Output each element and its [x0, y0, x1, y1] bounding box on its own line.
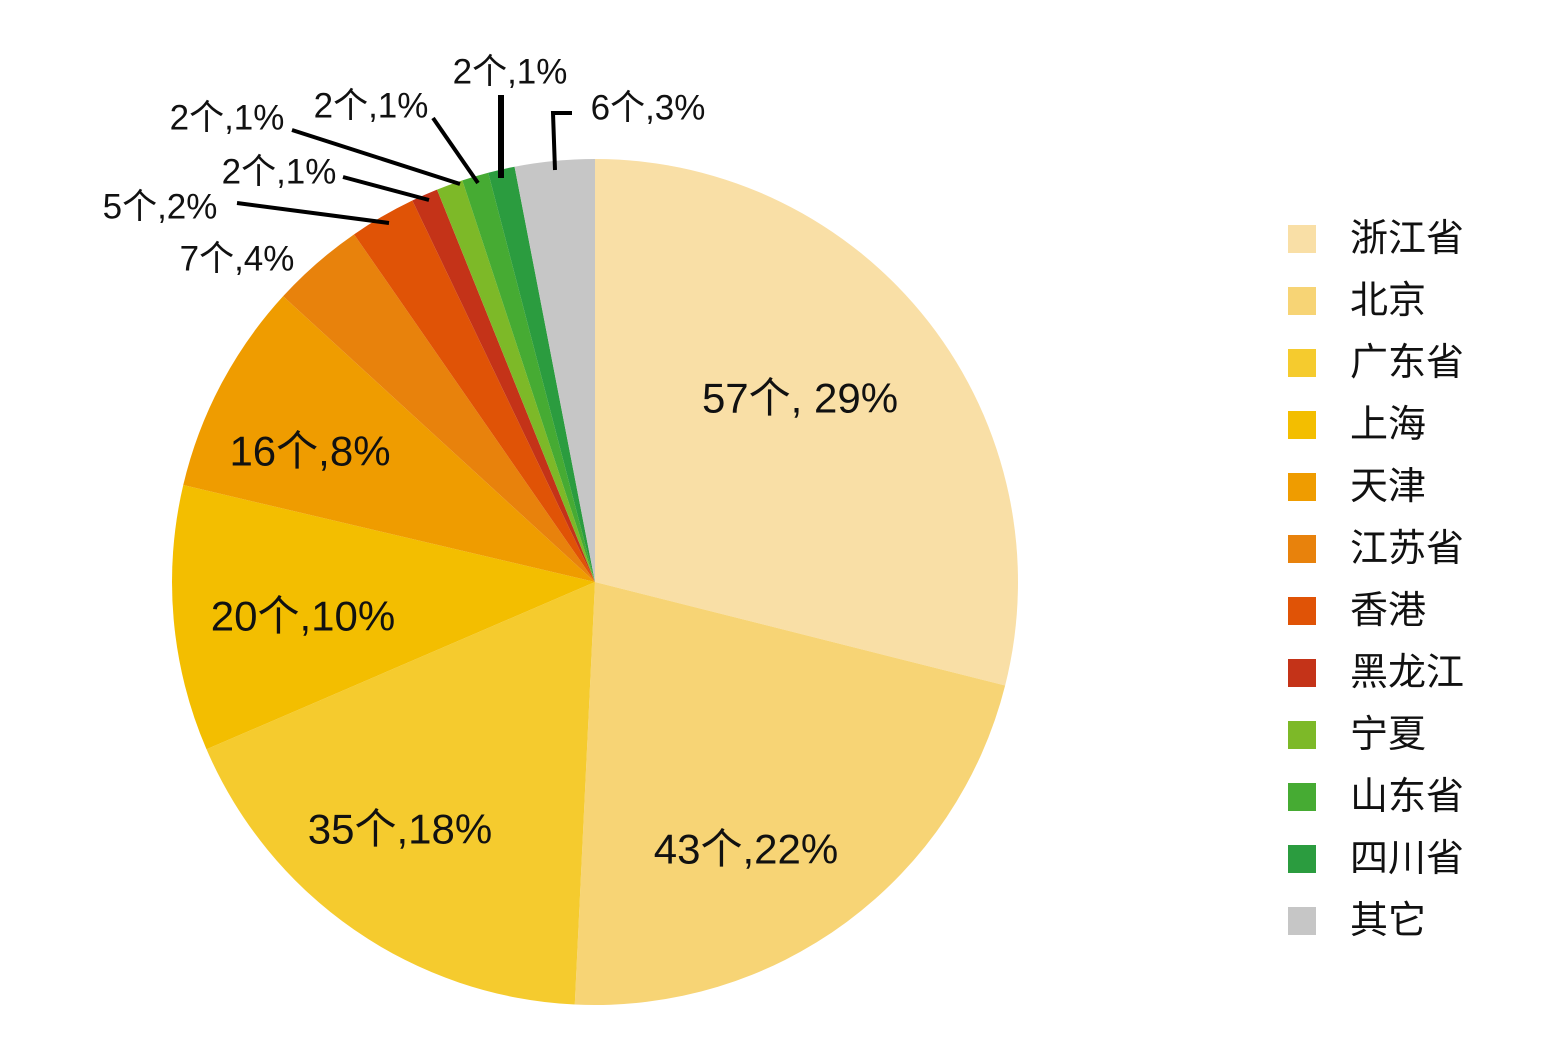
legend-swatch: [1288, 349, 1316, 377]
pie-slice-5: [283, 234, 595, 582]
leader-line: [342, 175, 430, 202]
slice-label: 2个,1%: [170, 99, 285, 138]
legend-item: 其它: [1288, 900, 1426, 942]
legend-swatch: [1288, 411, 1316, 439]
slice-label: 5个,2%: [103, 188, 218, 227]
legend-label: 江苏省: [1350, 528, 1464, 570]
legend-item: 黑龙江: [1288, 652, 1464, 694]
pie-slice-0: [595, 159, 1018, 686]
legend-item: 上海: [1288, 404, 1426, 446]
legend-label: 宁夏: [1350, 714, 1426, 756]
legend-swatch: [1288, 659, 1316, 687]
slice-label: 2个,1%: [453, 53, 568, 92]
legend-item: 江苏省: [1288, 528, 1464, 570]
leader-lines: [236, 95, 572, 225]
leader-line: [431, 116, 480, 185]
pie-slice-4: [183, 296, 595, 582]
legend-label: 浙江省: [1350, 218, 1464, 260]
legend-item: 浙江省: [1288, 218, 1464, 260]
slice-label: 2个,1%: [222, 153, 337, 192]
legend-item: 四川省: [1288, 838, 1464, 880]
legend-swatch: [1288, 597, 1316, 625]
pie-slice-10: [488, 166, 595, 582]
slice-label: 2个,1%: [314, 87, 429, 126]
legend-swatch: [1288, 287, 1316, 315]
legend-item: 天津: [1288, 466, 1426, 508]
legend-label: 四川省: [1350, 838, 1464, 880]
pie-slice-6: [354, 200, 595, 582]
legend-label: 广东省: [1350, 342, 1464, 384]
legend-swatch: [1288, 535, 1316, 563]
legend-label: 黑龙江: [1350, 652, 1464, 694]
legend-item: 广东省: [1288, 342, 1464, 384]
pie-slice-11: [514, 159, 595, 582]
legend-label: 天津: [1350, 466, 1426, 508]
legend-item: 宁夏: [1288, 714, 1426, 756]
pie-slice-3: [172, 485, 595, 750]
pie-slice-9: [462, 172, 595, 582]
legend-swatch: [1288, 225, 1316, 253]
legend-swatch: [1288, 907, 1316, 935]
legend-label: 山东省: [1350, 776, 1464, 818]
legend-swatch: [1288, 783, 1316, 811]
pie-slices: [172, 159, 1018, 1006]
legend-item: 香港: [1288, 590, 1426, 632]
legend-label: 北京: [1350, 280, 1426, 322]
legend-label: 上海: [1350, 404, 1426, 446]
legend-swatch: [1288, 473, 1316, 501]
leader-line: [291, 128, 461, 186]
legend-swatch: [1288, 845, 1316, 873]
slice-label: 6个,3%: [591, 89, 706, 128]
legend-swatch: [1288, 721, 1316, 749]
slice-label: 20个,10%: [211, 593, 395, 640]
pie-slice-7: [412, 189, 595, 582]
leader-line: [550, 111, 572, 171]
slice-labels: 57个, 29% 43个,22% 35个,18% 20个,10% 16个,8% 7个,4%…: [103, 53, 898, 873]
legend-label: 香港: [1350, 590, 1426, 632]
slice-label: 35个,18%: [308, 806, 492, 853]
slice-label: 57个, 29%: [702, 375, 898, 422]
leader-line: [236, 201, 390, 225]
slice-label: 16个,8%: [229, 428, 390, 475]
pie-slice-2: [206, 582, 595, 1005]
slice-label: 7个,4%: [180, 240, 295, 279]
pie-slice-1: [574, 582, 1006, 1006]
pie-slice-8: [437, 180, 595, 582]
legend-item: 北京: [1288, 280, 1426, 322]
legend-label: 其它: [1350, 900, 1426, 942]
slice-label: 43个,22%: [654, 826, 838, 873]
legend-item: 山东省: [1288, 776, 1464, 818]
